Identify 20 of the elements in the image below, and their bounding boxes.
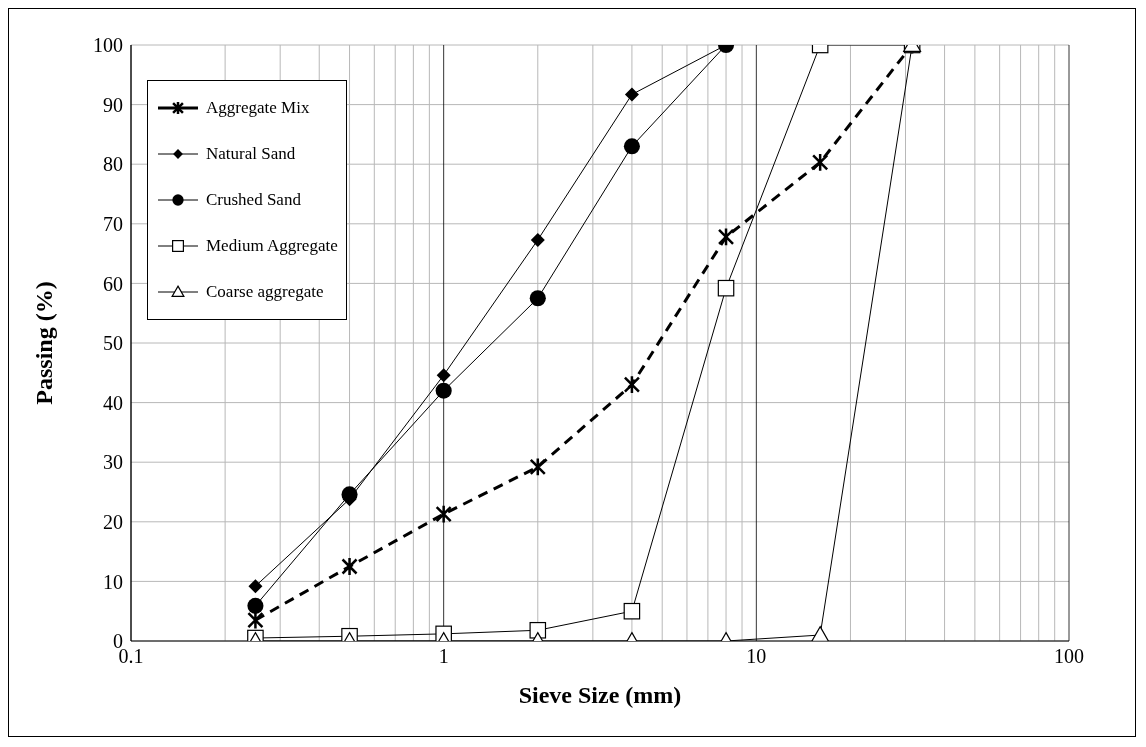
y-tick-label: 10	[103, 570, 123, 593]
y-tick-label: 90	[103, 93, 123, 116]
y-tick-label: 100	[93, 34, 123, 57]
legend-label: Medium Aggregate	[206, 236, 338, 256]
y-tick-label: 70	[103, 212, 123, 235]
y-tick-label: 80	[103, 153, 123, 176]
legend-label: Coarse aggregate	[206, 282, 324, 302]
legend-label: Natural Sand	[206, 144, 296, 164]
x-axis-title: Sieve Size (mm)	[518, 682, 682, 708]
y-tick-label: 30	[103, 451, 123, 474]
legend-label: Crushed Sand	[206, 190, 301, 210]
x-tick-label: 1	[438, 645, 449, 668]
y-tick-label: 50	[103, 332, 123, 355]
legend-label: Aggregate Mix	[206, 98, 310, 118]
y-tick-label: 60	[103, 272, 123, 295]
y-tick-label: 40	[103, 391, 123, 414]
y-tick-label: 20	[103, 510, 123, 533]
x-tick-label: 100	[1054, 645, 1084, 668]
x-tick-label: 10	[746, 645, 767, 668]
y-axis-title: Passing (%)	[30, 281, 57, 405]
